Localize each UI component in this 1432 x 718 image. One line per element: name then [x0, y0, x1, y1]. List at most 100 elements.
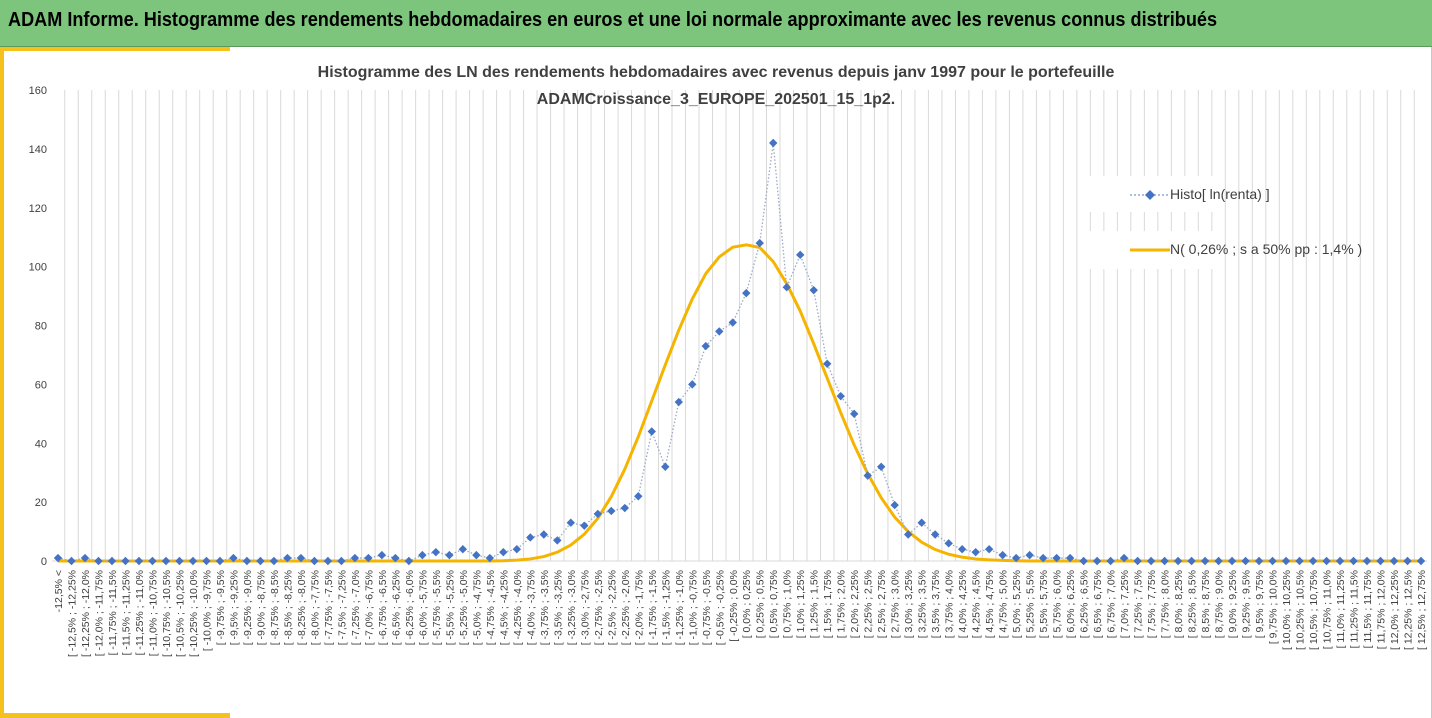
- histo-point: [1106, 556, 1115, 566]
- histo-point: [526, 533, 535, 542]
- histo-point: [796, 250, 805, 260]
- x-tick-label: [ 5,0% ; 5,25%: [1011, 570, 1023, 638]
- x-tick-label: [ 2,0% ; 2,25%: [849, 570, 861, 638]
- x-tick-label: [ -4,25% ; -4,0%: [512, 570, 524, 645]
- x-tick-label: [ 3,0% ; 3,25%: [903, 570, 915, 638]
- x-tick-label: [ -5,75% ; -5,5%: [431, 570, 443, 645]
- legend-swatch-histo: [1130, 190, 1170, 200]
- histo-point: [1119, 553, 1129, 563]
- x-tick-label: [ -9,0% ; -8,75%: [255, 570, 267, 645]
- x-tick-label: [ 11,0% ; 11,25%: [1335, 570, 1347, 648]
- x-tick-label: [ 1,25% ; 1,5%: [809, 570, 821, 638]
- histo-point: [998, 550, 1007, 560]
- y-tick-label: 0: [41, 556, 47, 568]
- histo-point: [1254, 556, 1264, 566]
- histo-point: [418, 550, 427, 560]
- x-tick-label: [ 6,5% ; 6,75%: [1092, 570, 1104, 638]
- x-tick-label: [ -5,0% ; -4,75%: [471, 570, 483, 645]
- histo-point: [283, 553, 292, 563]
- x-tick-label: [ 4,25% ; 4,5%: [971, 570, 983, 638]
- x-tick-label: [ -4,75% ; -4,5%: [485, 570, 497, 645]
- histo-point: [957, 545, 967, 554]
- histo-point: [715, 327, 724, 336]
- x-tick-label: [ -11,0% ; -10,75%: [147, 570, 159, 656]
- x-tick-label: [ 6,0% ; 6,25%: [1065, 570, 1077, 638]
- histo-point: [256, 556, 265, 566]
- x-tick-label: [ -1,0% ; -0,75%: [687, 570, 699, 645]
- x-tick-label: [ -3,0% ; -2,75%: [579, 570, 591, 645]
- x-tick-label: [ -2,0% ; -1,75%: [633, 570, 645, 645]
- x-tick-label: [ -6,25% ; -6,0%: [404, 570, 416, 645]
- histo-point: [1403, 556, 1412, 566]
- histo-point: [485, 553, 495, 563]
- x-tick-label: [ -8,75% ; -8,5%: [269, 570, 281, 645]
- x-tick-label: [ 12,0% ; 12,25%: [1389, 570, 1401, 650]
- y-axis: 0 20 40 60 80 100 120 140 160: [29, 85, 47, 568]
- x-tick-label: [ 11,25% ; 11,5%: [1349, 570, 1361, 648]
- histo-point: [809, 285, 818, 295]
- x-tick-label: [ 9,0% ; 9,25%: [1227, 570, 1239, 638]
- x-tick-label: [ 9,75% ; 10,0%: [1268, 570, 1280, 644]
- histo-point: [310, 556, 319, 566]
- x-tick-label: [ -9,5% ; -9,25%: [228, 570, 240, 645]
- histo-point: [148, 556, 157, 566]
- histo-point: [188, 556, 198, 566]
- x-tick-label: [ -2,75% ; -2,5%: [593, 570, 605, 645]
- x-tick-label: [ 9,25% ; 9,5%: [1241, 570, 1253, 638]
- histo-point: [242, 556, 252, 566]
- x-tick-label: [ -2,5% ; -2,25%: [606, 570, 618, 645]
- x-tick-label: [ -1,5% ; -1,25%: [660, 570, 672, 645]
- y-tick-label: 80: [35, 321, 47, 333]
- histo-point: [647, 427, 656, 436]
- histo-point: [742, 288, 751, 298]
- x-tick-label: [ 5,75% ; 6,0%: [1052, 570, 1064, 638]
- accent-bar-left: [0, 47, 4, 718]
- x-tick-label: [ -7,0% ; -6,75%: [363, 570, 375, 645]
- x-tick-label: [ 8,0% ; 8,25%: [1173, 570, 1185, 638]
- chart-subtitle: ADAMCroissance_3_EUROPE_202501_15_1p2.: [536, 91, 896, 108]
- x-tick-label: [ 0,75% ; 1,0%: [782, 570, 794, 638]
- x-tick-label: [ 6,75% ; 7,0%: [1106, 570, 1118, 638]
- accent-bar-bottom: [0, 713, 230, 718]
- histo-point: [431, 547, 441, 557]
- histo-point: [377, 550, 387, 560]
- histo-point: [971, 547, 980, 557]
- histo-point: [350, 553, 360, 563]
- histo-point: [175, 556, 184, 566]
- histo-point: [876, 462, 886, 471]
- x-tick-label: [ -3,5% ; -3,25%: [552, 570, 564, 645]
- x-tick-label: [ -8,25% ; -8,0%: [296, 570, 308, 645]
- x-tick-label: [ -5,5% ; -5,25%: [444, 570, 456, 645]
- x-tick-label: [ -6,5% ; -6,25%: [390, 570, 402, 645]
- x-tick-label: [ 10,5% ; 10,75%: [1308, 570, 1320, 650]
- x-tick-label: [ 11,5% ; 11,75%: [1362, 570, 1374, 648]
- chart-title: Histogramme des LN des rendements hebdom…: [317, 64, 1115, 81]
- x-tick-label: [ -11,75% ; -11,5%: [107, 570, 119, 655]
- histo-point: [607, 506, 616, 516]
- x-tick-label: [ 10,25% ; 10,5%: [1295, 570, 1307, 650]
- histo-point: [1079, 556, 1088, 566]
- x-tick-label: [ 1,75% ; 2,0%: [836, 570, 848, 638]
- histo-point: [1308, 556, 1318, 566]
- histo-point: [1065, 553, 1075, 563]
- x-tick-label: [ 0,0% ; 0,25%: [741, 570, 753, 638]
- histo-point: [323, 556, 333, 566]
- x-tick-label: [ 7,25% ; 7,5%: [1133, 570, 1145, 638]
- x-tick-label: [ -12,0% ; -11,75%: [93, 570, 105, 656]
- x-tick-label: [ 4,0% ; 4,25%: [957, 570, 969, 638]
- histo-point: [1335, 556, 1345, 566]
- x-tick-label: [ -1,75% ; -1,5%: [647, 570, 659, 645]
- histo-point: [1092, 556, 1102, 566]
- x-tick-label: [ 3,25% ; 3,5%: [917, 570, 929, 638]
- x-tick-label: [ -8,0% ; -7,75%: [309, 570, 321, 645]
- histo-point: [1146, 556, 1156, 566]
- histo-point: [94, 556, 103, 566]
- x-tick-label: [ -0,5% ; -0,25%: [714, 570, 726, 645]
- x-tick-label: [ 3,5% ; 3,75%: [930, 570, 942, 638]
- x-tick-label: [ -6,75% ; -6,5%: [377, 570, 389, 645]
- x-tick-label: [ -1,25% ; -1,0%: [674, 570, 686, 645]
- x-tick-label: [ 1,5% ; 1,75%: [822, 570, 834, 638]
- histo-point: [1011, 553, 1021, 563]
- y-tick-label: 160: [29, 85, 47, 97]
- histo-point: [728, 318, 737, 327]
